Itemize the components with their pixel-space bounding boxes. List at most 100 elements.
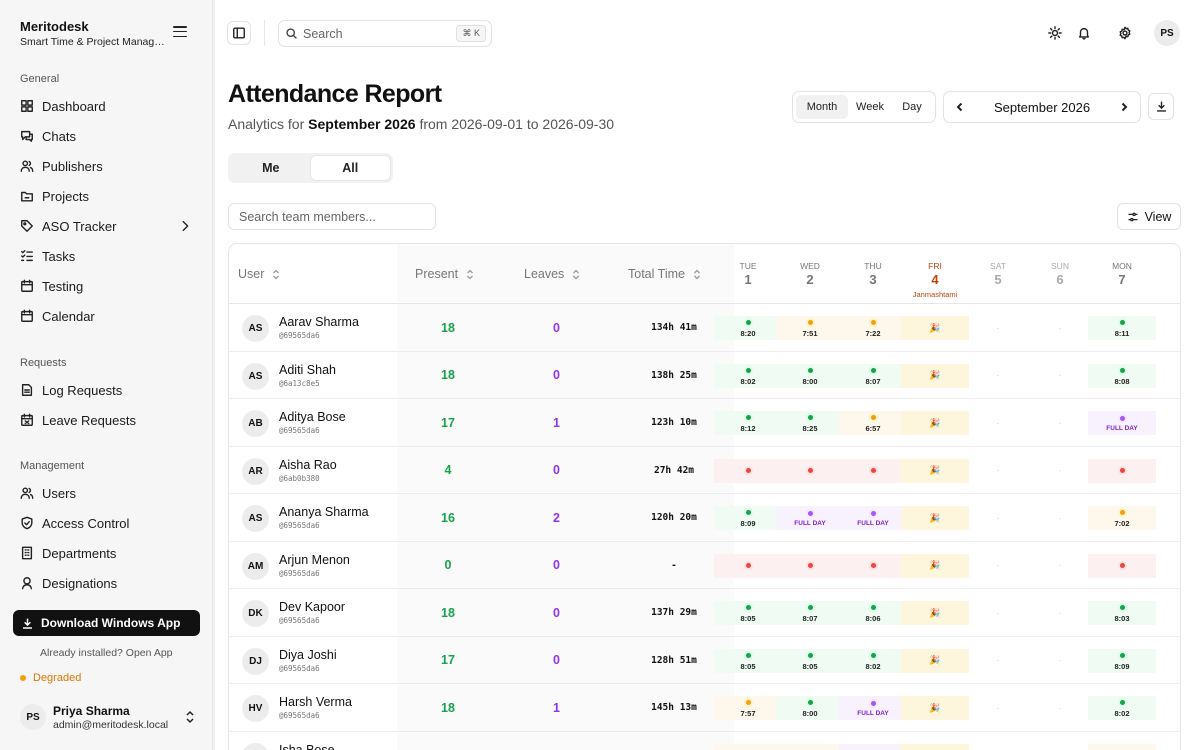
day-cell-weekend[interactable]: · <box>1026 316 1094 340</box>
table-row[interactable]: HV Harsh Verma @69565da6 18 1 145h 13m 7:57 8:0… <box>229 684 1180 732</box>
day-cell-holiday[interactable]: 🎉 <box>901 743 969 750</box>
day-cell-absent[interactable] <box>714 458 782 483</box>
day-cell-weekend[interactable]: · <box>1026 696 1094 720</box>
period-week-option[interactable]: Week <box>856 101 884 113</box>
day-cell-weekend[interactable]: · <box>964 601 1032 625</box>
table-row[interactable]: AS Ananya Sharma @69565da6 16 2 120h 20m 8:09 F… <box>229 494 1180 542</box>
global-search[interactable]: Search ⌘ K <box>278 20 492 47</box>
day-cell-present[interactable]: 8:08 <box>1088 363 1156 388</box>
sidebar-item-designations[interactable]: Designations <box>20 571 198 595</box>
day-cell-present[interactable]: 8:12 <box>714 411 782 435</box>
sidebar-item-leave-requests[interactable]: Leave Requests <box>20 408 198 432</box>
day-cell-present[interactable]: 8:25 <box>776 411 844 435</box>
member-name[interactable]: Aarav Sharma <box>279 315 359 329</box>
day-cell-absent[interactable] <box>1088 553 1156 578</box>
column-header-present[interactable]: Present <box>415 244 474 304</box>
sidebar-item-calendar[interactable]: Calendar <box>20 304 198 328</box>
toggle-sidebar-button[interactable] <box>227 21 251 45</box>
day-cell-late[interactable] <box>714 743 782 750</box>
profile-avatar[interactable]: PS <box>1154 20 1180 46</box>
day-cell-weekend[interactable]: · <box>964 316 1032 340</box>
download-windows-app-button[interactable]: Download Windows App <box>13 610 200 636</box>
day-cell-leave[interactable]: FULL DAY <box>839 696 907 720</box>
day-cell-absent[interactable] <box>776 458 844 483</box>
day-cell-late[interactable]: 7:51 <box>776 316 844 340</box>
member-name[interactable]: Harsh Verma <box>279 695 352 709</box>
sidebar-item-log-requests[interactable]: Log Requests <box>20 378 198 402</box>
day-cell-late[interactable]: 6:57 <box>839 411 907 435</box>
day-cell-present[interactable]: 8:02 <box>1088 696 1156 720</box>
day-cell-weekend[interactable]: · <box>1026 506 1094 530</box>
table-row[interactable]: AM Arjun Menon @69565da6 0 0 - 🎉 · · <box>229 542 1180 589</box>
sidebar-item-publishers[interactable]: Publishers <box>20 154 198 178</box>
day-cell-weekend[interactable]: · <box>964 744 1032 750</box>
member-name[interactable]: Dev Kapoor <box>279 600 346 614</box>
table-row[interactable]: AS Aditi Shah @6a13c8e5 18 0 138h 25m 8:02 8:00… <box>229 352 1180 399</box>
day-cell-present[interactable]: 8:07 <box>776 601 844 625</box>
day-cell-weekend[interactable]: · <box>1026 649 1094 673</box>
day-cell-holiday[interactable]: 🎉 <box>901 601 969 625</box>
day-cell-present[interactable]: 8:11 <box>1088 316 1156 340</box>
sidebar-item-testing[interactable]: Testing <box>20 274 198 298</box>
day-cell-holiday[interactable]: 🎉 <box>901 506 969 530</box>
scope-all-option[interactable]: All <box>310 156 390 180</box>
day-cell-weekend[interactable]: · <box>1026 459 1094 483</box>
day-cell-leave[interactable]: FULL DAY <box>776 506 844 530</box>
sidebar-item-projects[interactable]: Projects <box>20 184 198 208</box>
day-cell-present[interactable]: 8:00 <box>776 696 844 720</box>
scope-me-option[interactable]: Me <box>262 161 280 175</box>
day-cell-absent[interactable] <box>839 553 907 578</box>
next-month-button[interactable] <box>1116 99 1132 115</box>
day-cell-holiday[interactable]: 🎉 <box>901 363 969 388</box>
day-cell-weekend[interactable]: · <box>964 364 1032 388</box>
sidebar-item-tasks[interactable]: Tasks <box>20 244 198 268</box>
day-cell-present[interactable]: 8:02 <box>714 363 782 388</box>
sidebar-item-aso-tracker[interactable]: ASO Tracker <box>20 214 198 238</box>
column-header-leaves[interactable]: Leaves <box>524 244 580 304</box>
day-cell-holiday[interactable]: 🎉 <box>901 411 969 435</box>
day-cell-weekend[interactable]: · <box>1026 411 1094 435</box>
view-options-button[interactable]: View <box>1117 203 1181 230</box>
notifications-button[interactable] <box>1072 21 1096 45</box>
settings-button[interactable] <box>1113 21 1137 45</box>
day-cell-present[interactable]: 8:00 <box>776 363 844 388</box>
member-name[interactable]: Arjun Menon <box>279 552 350 567</box>
member-name[interactable]: Diya Joshi <box>279 647 337 662</box>
day-cell-present[interactable]: 8:07 <box>839 363 907 388</box>
day-cell-present[interactable]: 8:06 <box>839 601 907 625</box>
day-cell-absent[interactable] <box>1088 458 1156 483</box>
open-app-link[interactable]: Already installed? Open App <box>40 647 173 659</box>
day-cell-late[interactable] <box>1088 743 1156 750</box>
day-cell-weekend[interactable]: · <box>964 506 1032 530</box>
user-menu[interactable]: PS Priya Sharma admin@meritodesk.local <box>20 702 195 732</box>
day-cell-weekend[interactable]: · <box>1026 364 1094 388</box>
day-cell-holiday[interactable]: 🎉 <box>901 458 969 483</box>
day-cell-leave[interactable]: FULL DAY <box>1088 411 1156 435</box>
day-cell-weekend[interactable]: · <box>964 696 1032 720</box>
table-row[interactable]: AR Aisha Rao @6ab0b380 4 0 27h 42m 🎉 · · <box>229 447 1180 494</box>
table-row[interactable]: IBIsha Bose@69565da6🎉·· <box>229 732 1180 750</box>
member-name[interactable]: Aisha Rao <box>279 457 337 472</box>
day-cell-present[interactable]: 8:09 <box>1088 648 1156 673</box>
day-cell-present[interactable]: 8:05 <box>714 648 782 673</box>
table-row[interactable]: DJ Diya Joshi @69565da6 17 0 128h 51m 8:05 8:05… <box>229 637 1180 684</box>
table-row[interactable]: AB Aditya Bose @69565da6 17 1 123h 10m 8:12 8:2… <box>229 399 1180 447</box>
sidebar-item-dashboard[interactable]: Dashboard <box>20 94 198 118</box>
day-cell-absent[interactable] <box>839 458 907 483</box>
day-cell-present[interactable]: 8:09 <box>714 506 782 530</box>
day-cell-late[interactable]: 7:02 <box>1088 506 1156 530</box>
day-cell-leave[interactable] <box>839 743 907 750</box>
day-cell-holiday[interactable]: 🎉 <box>901 553 969 578</box>
day-cell-holiday[interactable]: 🎉 <box>901 696 969 720</box>
day-cell-weekend[interactable]: · <box>1026 554 1094 578</box>
sidebar-item-chats[interactable]: Chats <box>20 124 198 148</box>
day-cell-weekend[interactable]: · <box>1026 744 1094 750</box>
member-name[interactable]: Aditya Bose <box>279 410 346 424</box>
menu-icon[interactable] <box>173 26 187 38</box>
export-button[interactable] <box>1148 93 1174 120</box>
day-cell-weekend[interactable]: · <box>964 411 1032 435</box>
day-cell-present[interactable]: 8:03 <box>1088 601 1156 625</box>
day-cell-present[interactable]: 8:05 <box>714 601 782 625</box>
day-cell-weekend[interactable]: · <box>964 554 1032 578</box>
column-header-total-time[interactable]: Total Time <box>628 244 701 304</box>
